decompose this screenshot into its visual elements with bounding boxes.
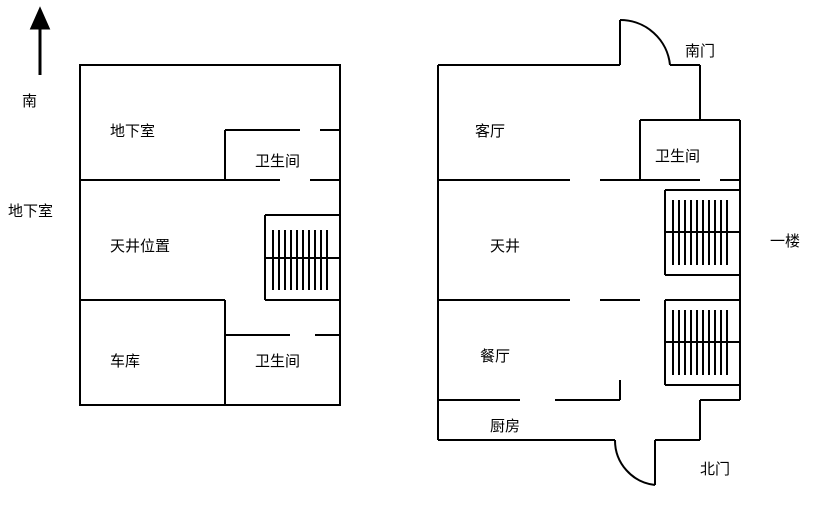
right-floorplan [0, 0, 814, 519]
room-bathroom-right: 卫生间 [655, 145, 700, 166]
right-plan-title: 一楼 [770, 230, 800, 251]
room-dining: 餐厅 [480, 345, 510, 366]
room-kitchen: 厨房 [490, 415, 520, 436]
room-living: 客厅 [475, 120, 505, 141]
room-courtyard-right: 天井 [490, 235, 520, 256]
north-door-label: 北门 [700, 458, 730, 479]
south-door-label: 南门 [685, 40, 715, 61]
